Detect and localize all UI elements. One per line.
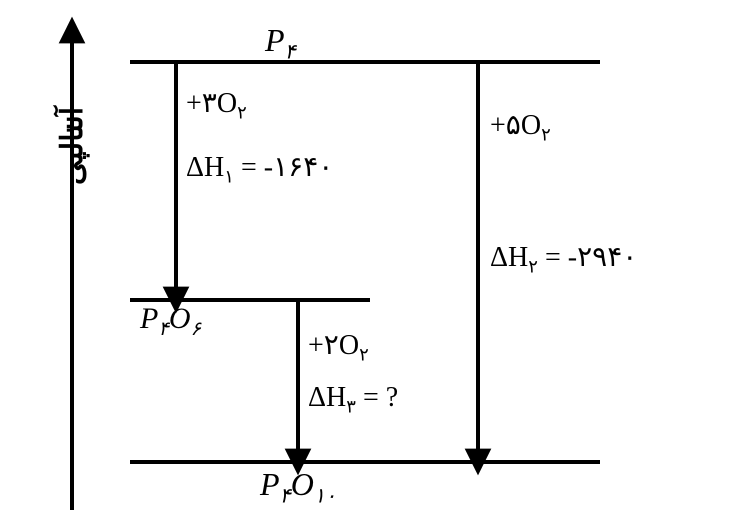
enthalpy-diagram: آنتالپی P۴ P۴O۶ P۴O۱۰ +۳O۲ ΔH۱ = -۱۶۴۰ +… xyxy=(0,0,747,523)
species-mid: P۴O۶ xyxy=(140,302,201,336)
arrow-left-reagent: +۳O۲ xyxy=(186,86,247,120)
arrow-mid-dH: ΔH۳ = ? xyxy=(308,382,398,414)
arrow-right-reagent: +۵O۲ xyxy=(490,108,551,142)
arrow-right-dH: ΔH۲ = -۲۹۴۰ xyxy=(490,240,637,274)
arrow-mid-reagent: +۲O۲ xyxy=(308,328,369,362)
species-top: P۴ xyxy=(265,22,296,59)
y-axis-label: آنتالپی xyxy=(55,107,90,185)
arrow-left-dH: ΔH۱ = -۱۶۴۰ xyxy=(186,150,333,184)
species-bottom: P۴O۱۰ xyxy=(260,466,336,503)
y-axis-label-text: آنتالپی xyxy=(56,107,89,185)
